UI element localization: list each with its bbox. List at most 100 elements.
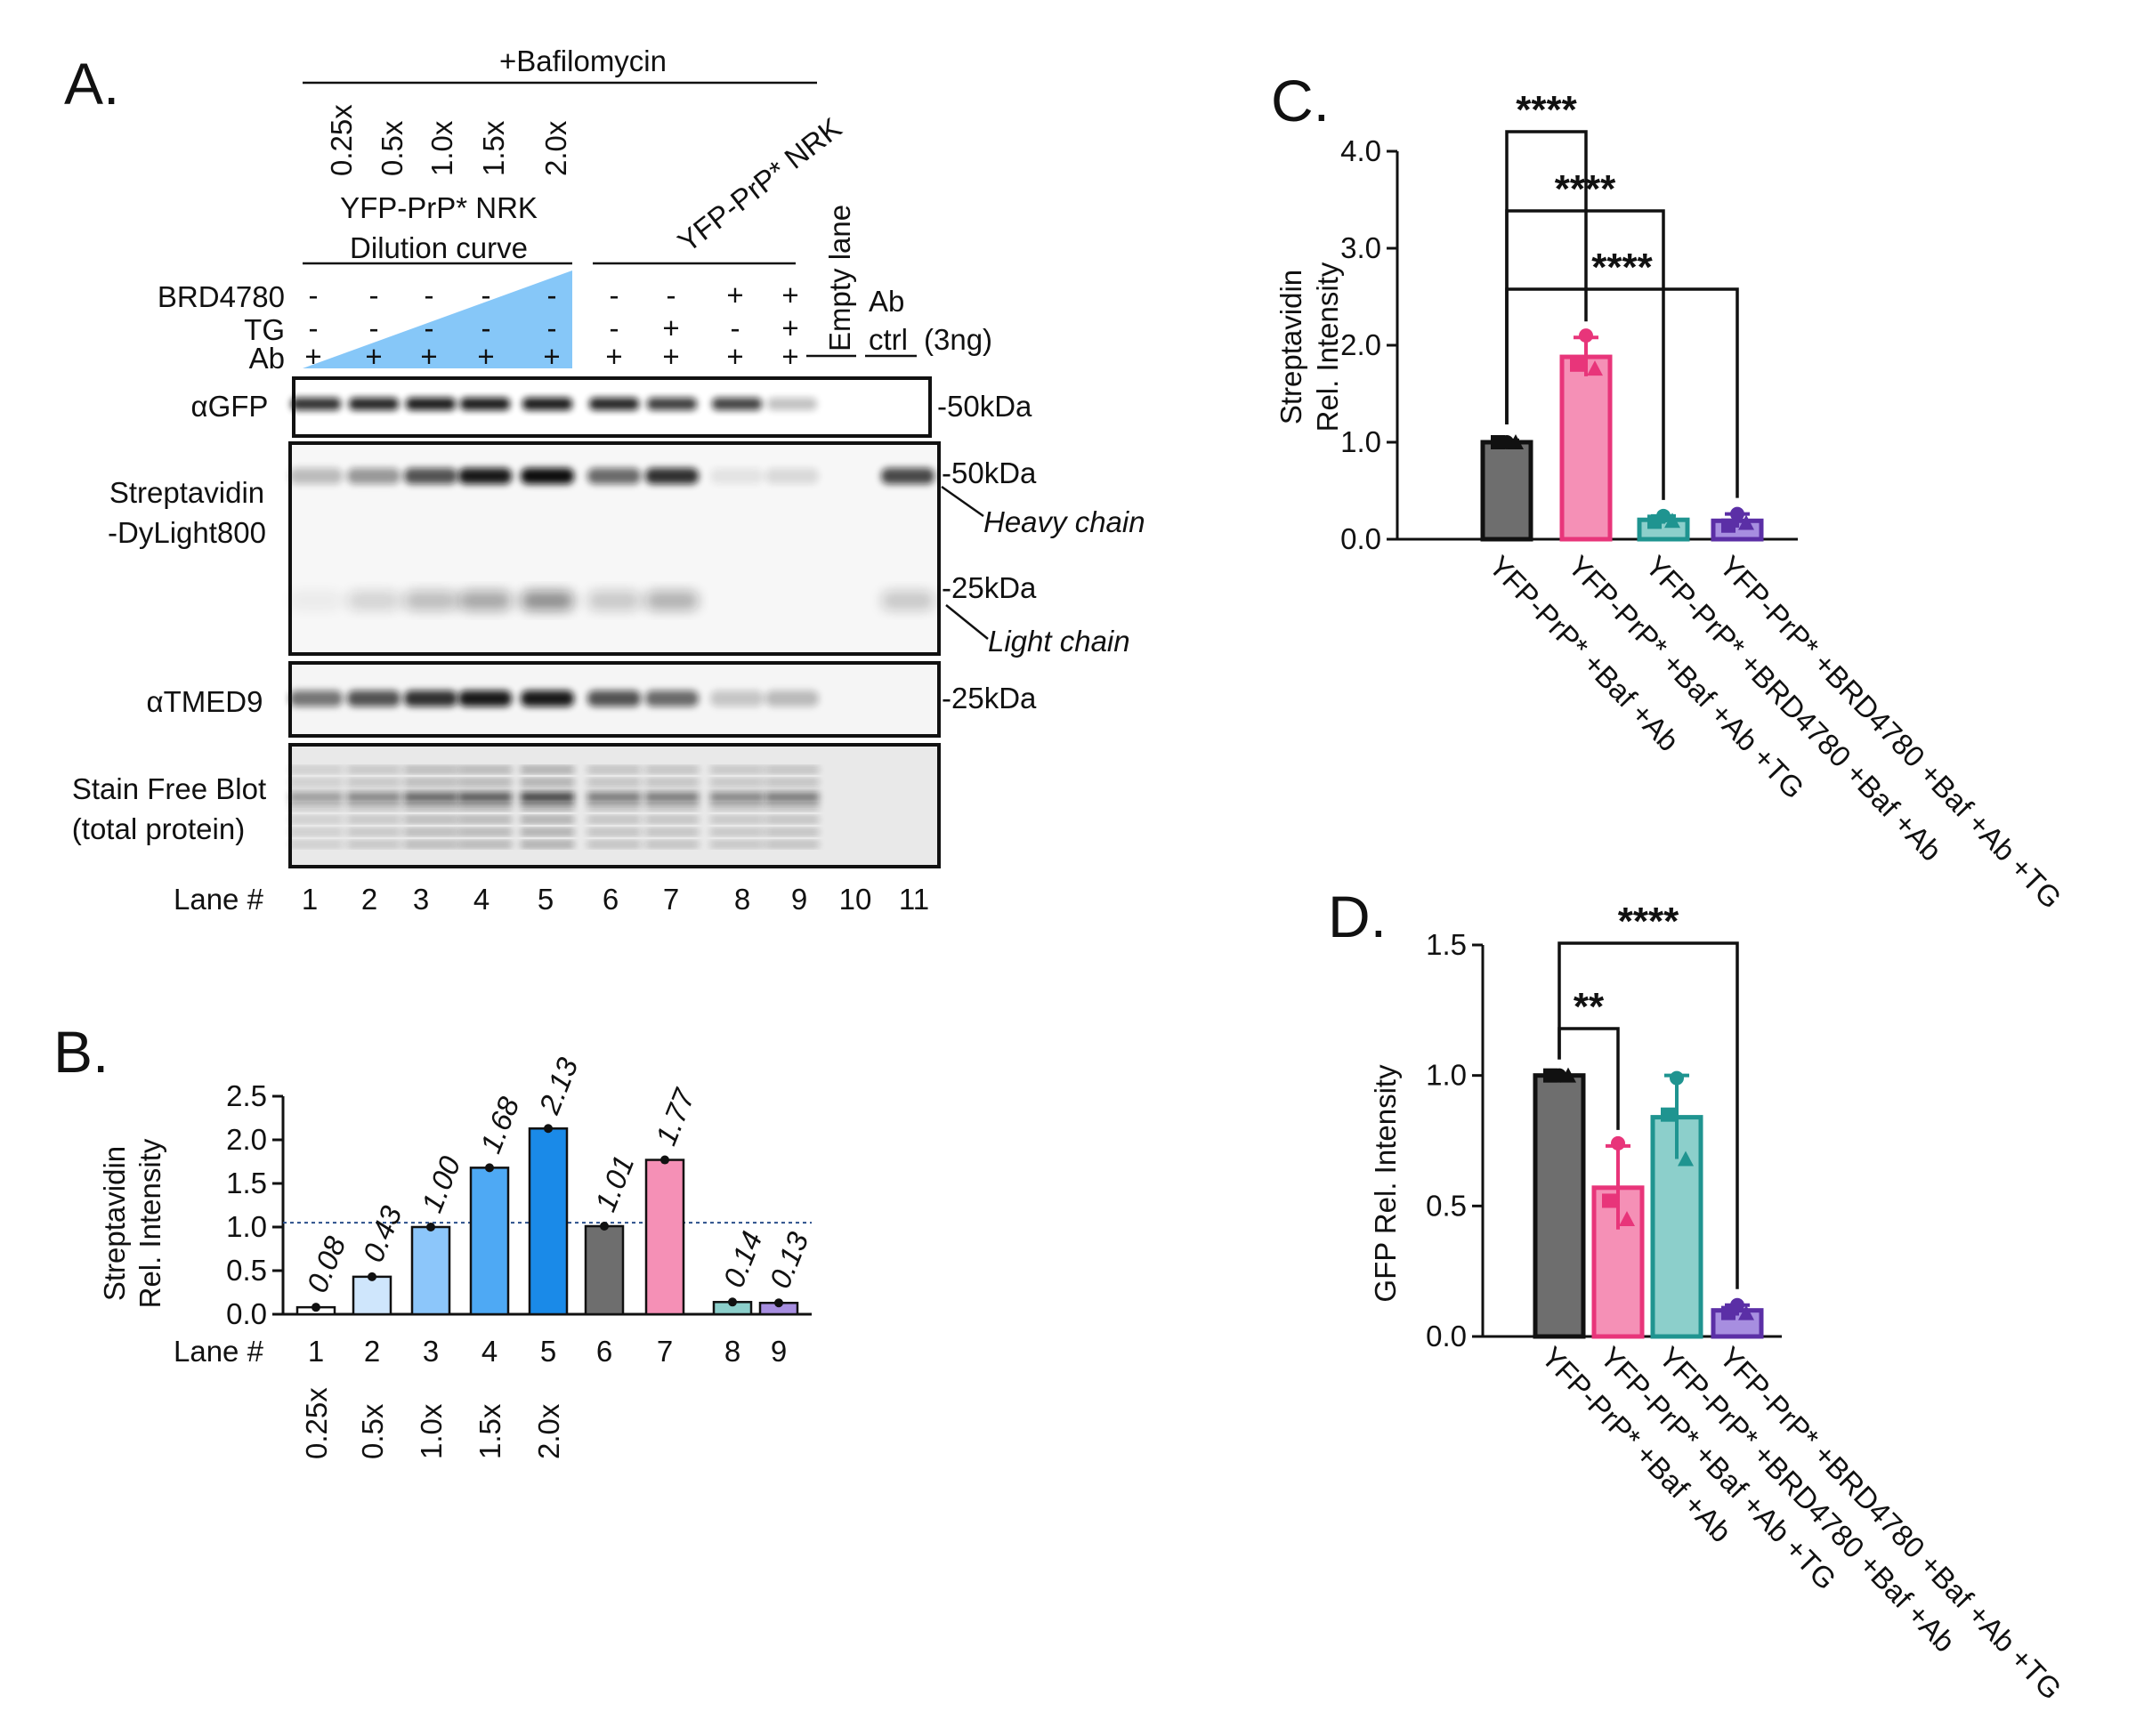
stain-band [710,792,764,803]
chart-b-value-label: 0.13 [763,1227,815,1293]
lane-number-10: 10 [839,883,872,916]
panel-d: D. GFP Rel. Intensity 0.0 0.5 1.0 1.5 YFP-Pr… [1328,884,2068,1706]
heavy-chain-band [587,468,641,484]
chart-b-value-label: 1.68 [473,1092,526,1158]
data-point-triangle [1560,1067,1576,1083]
light-chain-band [289,591,343,610]
chart-d-xtick-2: YFP-PrP* +Baf +Ab +TG [1594,1340,1843,1596]
significance-stars: **** [1516,88,1577,132]
stain-band [458,829,512,835]
chart-b-ytick-label: 0.0 [226,1297,267,1330]
stain-band [587,779,641,785]
row-brd-lane-4: - [481,279,491,311]
data-point-triangle [1664,513,1680,529]
heavy-chain-band [710,468,764,484]
stain-band [404,804,457,810]
stain-band [521,779,574,785]
stain-band [289,767,343,772]
stain-band [645,792,699,803]
row-brd-lane-1: - [309,279,319,311]
heavy-chain-band [458,468,512,484]
dilution-title-line1: YFP-PrP* NRK [340,191,538,224]
row-tg-lane-5: - [547,311,557,344]
chart-b-point [774,1298,783,1308]
stain-band [404,817,457,822]
stain-band [765,779,819,785]
dilution-label-1: 0.25x [325,104,358,176]
stain-band [587,842,641,847]
row-brd-lane-6: - [610,279,619,311]
tmed9-band [404,690,457,707]
chart-b-point [544,1124,553,1134]
row-tg-lane-6: - [610,311,619,344]
chart-b-dilution-label: 0.5x [356,1403,389,1459]
blot-bands [289,398,934,847]
stain-band [521,792,574,803]
stain-band [587,767,641,772]
stain-band [521,817,574,822]
stain-band [521,804,574,810]
stain-band [587,804,641,810]
data-point-circle [1730,506,1744,521]
heavy-chain-band [521,468,574,484]
row-ab-lane-9: + [781,340,798,373]
heavy-chain-band [347,468,400,484]
significance-bracket [1558,941,1739,1289]
data-point-triangle [1738,514,1754,530]
data-point-square [1661,1107,1675,1122]
chart-b-ytick-label: 2.0 [226,1123,267,1156]
lane-number-11: 11 [899,883,929,916]
data-point-triangle [1508,434,1524,449]
row-brd-lane-5: - [547,279,557,311]
blot-label-strep1: Streptavidin [109,476,264,509]
data-point-square [1543,1068,1558,1083]
lane-number-2: 2 [361,883,377,916]
panel-b-letter: B. [53,1019,109,1085]
lane-number-9: 9 [791,883,807,916]
dilution-label-5: 2.0x [539,120,572,176]
chart-b-value-label: 0.43 [356,1200,409,1266]
data-point-triangle [1619,1211,1635,1226]
lane-number-7: 7 [663,883,679,916]
stain-band [765,767,819,772]
heavy-chain-band [881,468,934,484]
chart-d-ytick-label: 1.0 [1426,1059,1467,1092]
yfp-nrk-rotated-label: YFP-PrP* NRK [672,111,848,259]
data-point-triangle [1678,1151,1694,1167]
stain-band [765,817,819,822]
stain-band [347,829,400,835]
chart-b-ylabel-line2: Rel. Intensity [134,1138,166,1308]
heavy-chain-band [404,468,457,484]
data-point-square [1647,514,1662,529]
data-point-triangle [1587,360,1603,376]
chart-b-xtick-3: 3 [423,1335,439,1368]
stain-band [289,829,343,835]
light-chain-band [645,591,699,610]
row-label-ab: Ab [249,342,285,375]
panel-c: C. Streptavidin Rel. Intensity 0.0 1.0 2.0… [1271,68,2068,915]
chart-b-dilution-label: 0.25x [300,1387,333,1459]
chart-c-ytick-label: 2.0 [1340,328,1381,361]
light-chain-pointer [945,604,989,640]
row-ab-lane-5: + [543,340,560,373]
stain-band [521,842,574,847]
panel-a: A. +Bafilomycin 0.25x 0.5x 1.0x 1.5x 2.0… [64,44,1145,916]
significance-stars: **** [1591,246,1653,289]
stain-band [347,842,400,847]
stain-band [587,817,641,822]
tmed9-band [347,690,400,707]
chart-c-ytick-label: 0.0 [1340,522,1381,555]
chart-b-bar-3 [410,1225,451,1316]
data-point-circle [1579,328,1593,343]
panel-a-letter: A. [64,51,119,117]
data-point-square [1491,435,1505,449]
light-chain-band [404,591,457,610]
row-label-tg: TG [244,313,285,346]
gfp-band [460,398,510,410]
chart-b-bar-7 [644,1159,685,1316]
dilution-label-3: 1.0x [425,120,458,176]
stain-band [521,829,574,835]
heavy-chain-pointer [941,485,984,518]
chart-d-ytick-label: 1.5 [1426,928,1467,961]
row-tg-lane-7: + [662,311,679,344]
